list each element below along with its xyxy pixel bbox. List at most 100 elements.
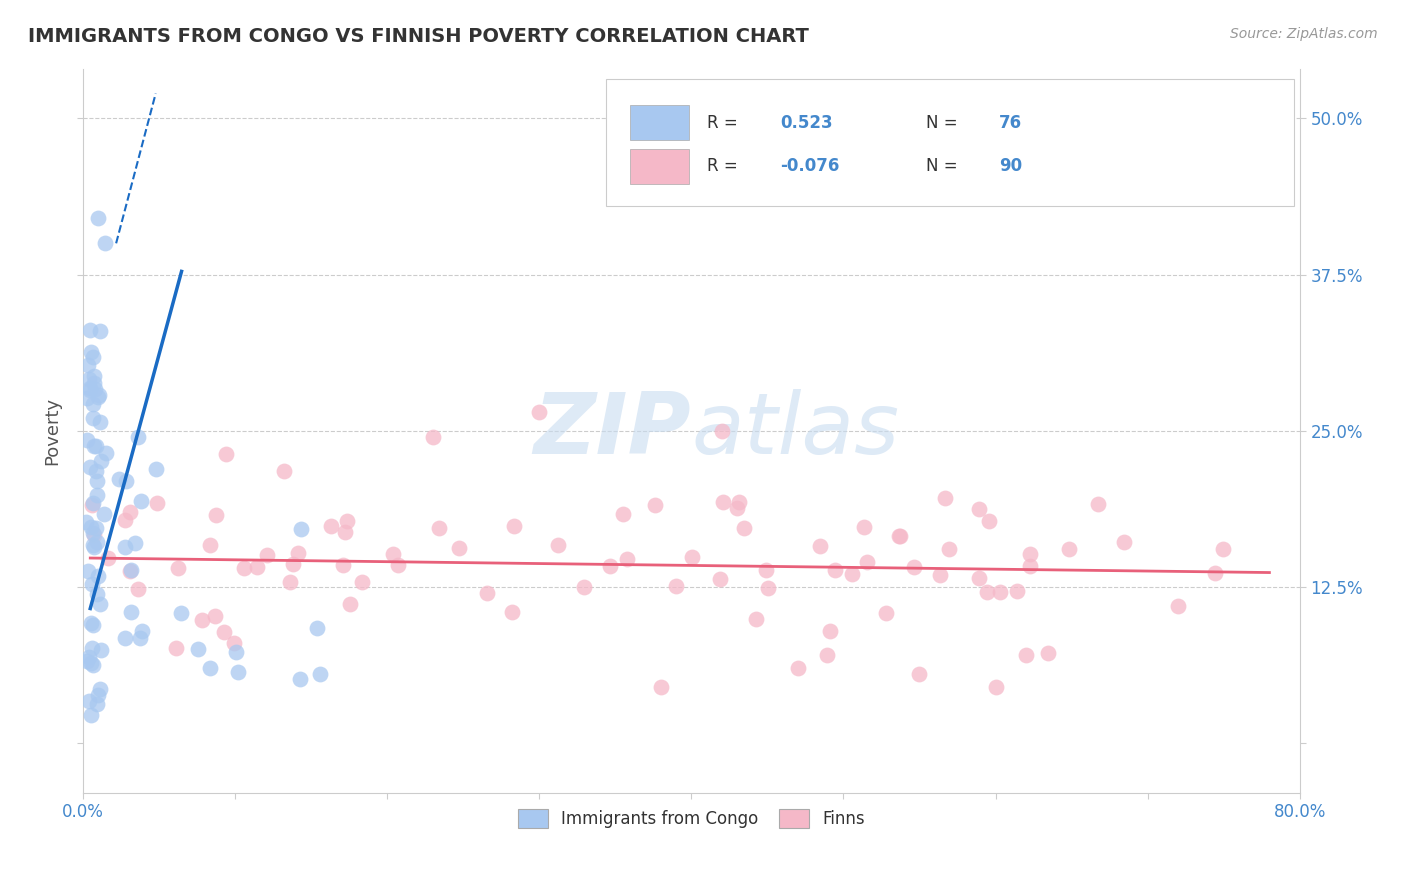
Point: [145, 462, 167, 476]
Point: [612, 507, 634, 521]
Point: [245, 560, 267, 574]
Point: [82, 577, 104, 591]
Point: [120, 605, 142, 619]
Point: [1114, 534, 1136, 549]
Point: [82, 657, 104, 672]
Text: IMMIGRANTS FROM CONGO VS FINNISH POVERTY CORRELATION CHART: IMMIGRANTS FROM CONGO VS FINNISH POVERTY…: [28, 27, 808, 45]
Point: [1019, 558, 1042, 573]
Point: [841, 566, 863, 581]
Text: N =: N =: [927, 157, 963, 176]
Point: [1015, 648, 1038, 663]
Point: [87, 211, 110, 226]
Point: [77, 650, 100, 665]
Text: 76: 76: [1000, 114, 1022, 132]
Point: [908, 667, 931, 681]
Text: R =: R =: [707, 114, 742, 132]
Point: [89, 388, 111, 402]
Point: [76, 564, 98, 578]
FancyBboxPatch shape: [630, 149, 689, 184]
Point: [1087, 497, 1109, 511]
Point: [86, 569, 108, 583]
Point: [114, 513, 136, 527]
Point: [145, 495, 167, 509]
Y-axis label: Poverty: Poverty: [44, 397, 60, 465]
Point: [984, 680, 1007, 694]
Point: [1212, 541, 1234, 556]
Point: [290, 522, 312, 536]
Point: [225, 645, 247, 659]
Point: [233, 560, 256, 574]
Point: [82, 495, 104, 509]
Point: [755, 562, 778, 576]
Point: [83, 439, 105, 453]
Point: [853, 519, 876, 533]
Point: [977, 515, 1000, 529]
Point: [273, 464, 295, 478]
Point: [903, 560, 925, 574]
Point: [83, 540, 105, 554]
Point: [82, 538, 104, 552]
Point: [616, 552, 638, 566]
Point: [83, 528, 105, 542]
Point: [86, 587, 108, 601]
Point: [114, 475, 136, 489]
Point: [200, 538, 222, 552]
Point: [93, 508, 115, 522]
Point: [77, 372, 100, 386]
Point: [969, 501, 991, 516]
Point: [89, 324, 111, 338]
Point: [76, 392, 98, 406]
Point: [887, 528, 910, 542]
Point: [815, 648, 838, 662]
Point: [82, 618, 104, 632]
Point: [82, 410, 104, 425]
Point: [127, 430, 149, 444]
Point: [83, 376, 105, 390]
Point: [1005, 583, 1028, 598]
Text: N =: N =: [927, 114, 963, 132]
Point: [96, 446, 118, 460]
Point: [165, 641, 187, 656]
Point: [422, 430, 444, 444]
Point: [709, 572, 731, 586]
Point: [756, 581, 779, 595]
Point: [76, 433, 98, 447]
Point: [80, 656, 103, 670]
Point: [167, 561, 190, 575]
Point: [120, 564, 142, 578]
Point: [350, 575, 373, 590]
Point: [681, 550, 703, 565]
Point: [339, 597, 361, 611]
Point: [256, 549, 278, 563]
Point: [333, 524, 356, 539]
Point: [169, 606, 191, 620]
Point: [288, 672, 311, 686]
Point: [711, 495, 734, 509]
Point: [84, 464, 107, 478]
Point: [83, 369, 105, 384]
Point: [527, 405, 550, 419]
Point: [287, 545, 309, 559]
Point: [988, 585, 1011, 599]
Point: [1057, 541, 1080, 556]
Point: [129, 632, 152, 646]
Point: [82, 397, 104, 411]
Point: [1204, 566, 1226, 580]
Text: -0.076: -0.076: [780, 157, 839, 176]
Point: [599, 559, 621, 574]
Point: [650, 680, 672, 694]
Point: [786, 661, 808, 675]
Point: [976, 584, 998, 599]
Point: [929, 567, 952, 582]
Point: [79, 460, 101, 475]
Point: [114, 631, 136, 645]
Point: [82, 526, 104, 541]
Point: [77, 358, 100, 372]
Point: [89, 415, 111, 429]
Point: [332, 558, 354, 573]
Text: R =: R =: [707, 157, 742, 176]
Point: [503, 518, 526, 533]
Point: [1018, 547, 1040, 561]
Point: [86, 488, 108, 502]
Point: [212, 624, 235, 639]
